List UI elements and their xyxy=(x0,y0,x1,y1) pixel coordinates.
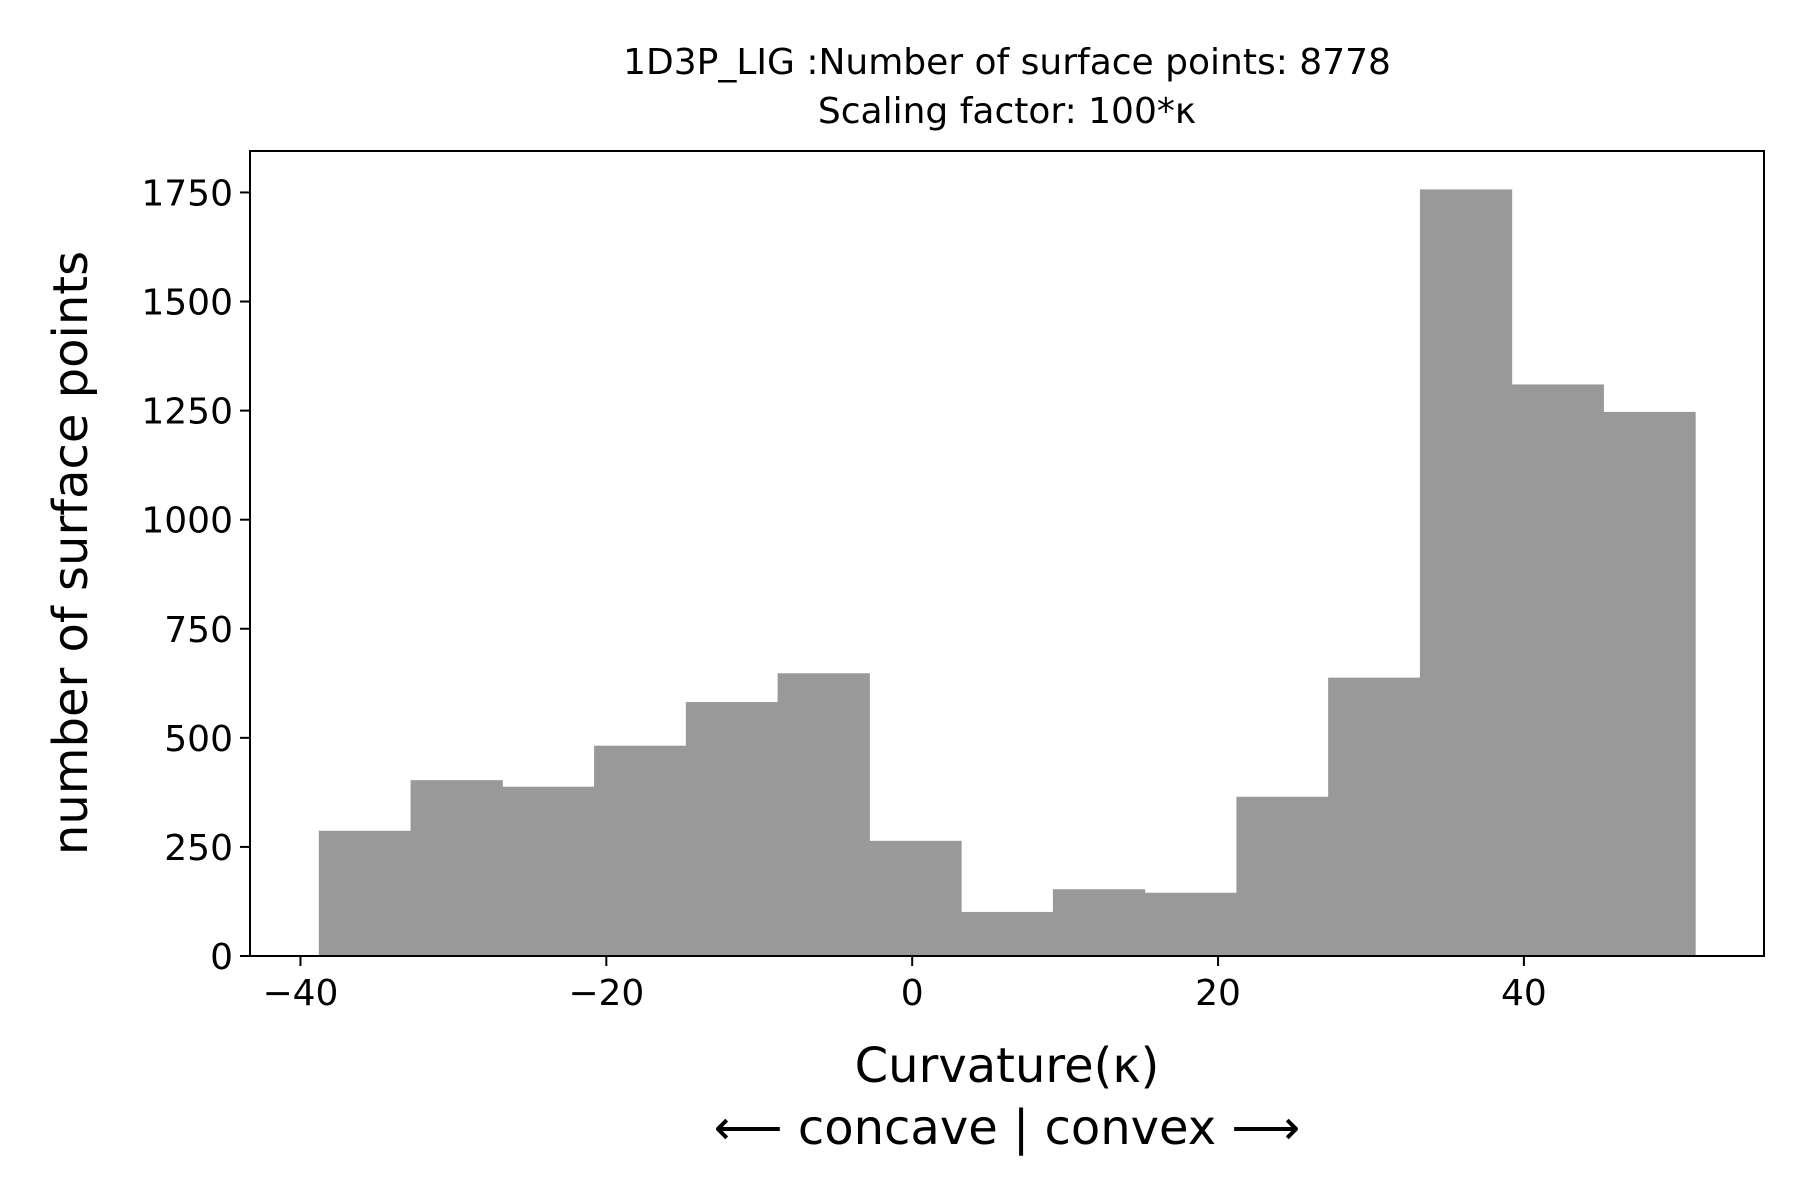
histogram-bar xyxy=(594,745,687,956)
x-tick-label: 0 xyxy=(901,973,924,1014)
x-axis-ticks: −40 −20 0 20 40 xyxy=(262,956,1547,1014)
y-tick-label: 1750 xyxy=(141,173,233,214)
histogram-bar xyxy=(502,786,595,956)
histogram-bar xyxy=(1328,677,1421,956)
histogram-bar xyxy=(685,702,779,956)
y-axis-label: number of surface points xyxy=(43,251,99,855)
chart-subtitle: Scaling factor: 100*κ xyxy=(818,91,1196,132)
histogram-bar xyxy=(318,830,412,956)
histogram-bar xyxy=(777,673,870,956)
x-axis-label: Curvature(κ) xyxy=(855,1038,1160,1094)
y-tick-label: 1000 xyxy=(141,501,233,542)
y-tick-label: 1500 xyxy=(141,283,233,324)
y-tick-label: 750 xyxy=(164,610,233,651)
histogram-bar xyxy=(1511,384,1604,956)
y-tick-label: 250 xyxy=(164,828,233,869)
bars-group xyxy=(318,189,1696,957)
plot-frame xyxy=(249,150,1765,957)
histogram-bar xyxy=(1052,889,1146,956)
y-tick-label: 0 xyxy=(210,937,233,978)
histogram-bar xyxy=(869,840,962,956)
chart-title: 1D3P_LIG :Number of surface points: 8778 xyxy=(623,42,1391,83)
histogram-bar xyxy=(1603,411,1696,956)
histogram-bar xyxy=(1236,796,1329,956)
x-tick-label: −20 xyxy=(568,973,644,1014)
x-tick-label: 40 xyxy=(1501,973,1547,1014)
y-tick-label: 500 xyxy=(164,719,233,760)
x-axis-direction-label: ⟵ concave | convex ⟶ xyxy=(714,1100,1300,1156)
histogram-bar xyxy=(1144,892,1237,956)
histogram-bar xyxy=(1419,189,1513,957)
y-axis-ticks: 0 250 500 750 1000 1250 1500 1750 xyxy=(141,173,250,978)
y-tick-label: 1250 xyxy=(141,392,233,433)
x-tick-label: 20 xyxy=(1195,973,1241,1014)
histogram-bar xyxy=(961,911,1054,956)
x-tick-label: −40 xyxy=(262,973,338,1014)
histogram-bar xyxy=(410,780,503,956)
